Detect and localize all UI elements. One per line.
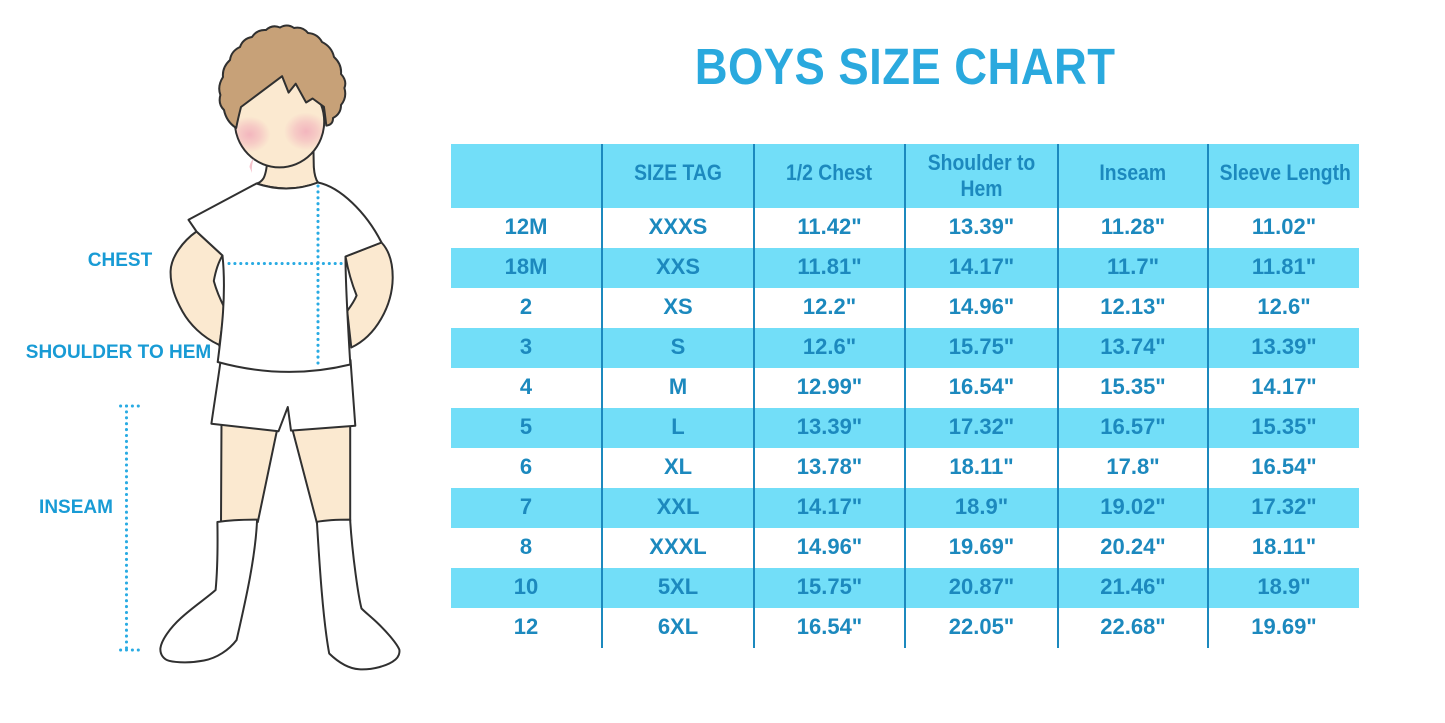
svg-text:SHOULDER TO HEM: SHOULDER TO HEM [26, 342, 211, 363]
svg-text:INSEAM: INSEAM [39, 497, 113, 518]
svg-text:CHEST: CHEST [88, 250, 153, 271]
